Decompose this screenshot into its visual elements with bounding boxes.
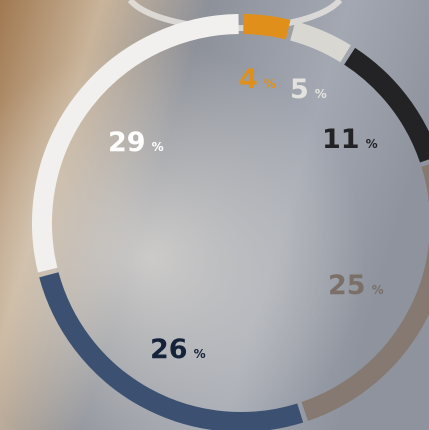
label-value: 5 (290, 74, 309, 105)
label-value: 29 (108, 127, 146, 158)
data-label: 25% (328, 270, 384, 301)
donut-segment (243, 14, 291, 40)
label-unit: % (152, 140, 164, 154)
labels: 4% 5 %11 %25 %26 %29% (108, 64, 384, 365)
data-label: 5% (290, 74, 327, 105)
label-unit: % (366, 137, 378, 151)
label-unit: % (264, 77, 276, 91)
data-label: 29% (108, 127, 164, 158)
donut-segment (289, 21, 351, 63)
label-value: 11 (322, 124, 360, 155)
label-value: 4 (239, 64, 258, 95)
label-unit: % (194, 347, 206, 361)
data-label: 26% (150, 334, 206, 365)
label-unit: % (315, 87, 327, 101)
donut-segment (301, 164, 429, 421)
label-value: 25 (328, 270, 366, 301)
label-unit: % (372, 283, 384, 297)
donut (32, 14, 429, 430)
donut-segment (32, 14, 239, 273)
data-label: 11% (322, 124, 378, 155)
label-value: 26 (150, 334, 188, 365)
donut-segment (39, 272, 304, 430)
data-label: 4% (239, 64, 276, 95)
donut-segment (344, 47, 429, 163)
